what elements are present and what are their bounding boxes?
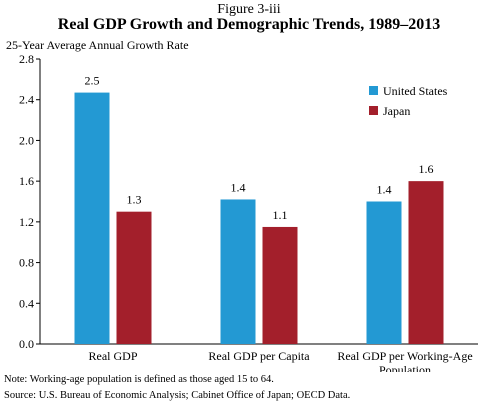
- data-label: 1.3: [127, 193, 142, 207]
- y-tick-label: 2.8: [19, 52, 34, 66]
- legend: United States Japan: [369, 84, 448, 118]
- y-tick-label: 0.0: [19, 337, 34, 351]
- chart-title: Real GDP Growth and Demographic Trends, …: [57, 16, 441, 33]
- y-tick-label: 0.8: [19, 256, 34, 270]
- x-tick-label: Real GDP: [89, 349, 138, 363]
- x-tick-label-line: Real GDP: [89, 349, 138, 363]
- data-label: 1.6: [419, 162, 434, 176]
- source-text: Source: U.S. Bureau of Economic Analysis…: [4, 390, 351, 401]
- bar: [408, 181, 444, 344]
- note-text: Note: Working-age population is defined …: [4, 374, 274, 385]
- bar: [366, 201, 402, 344]
- bar: [262, 226, 298, 344]
- x-tick-label-line: Real GDP per Capita: [208, 349, 310, 363]
- x-tick-label-line: Population: [379, 363, 431, 372]
- bar: [74, 92, 110, 344]
- data-label: 1.4: [377, 183, 392, 197]
- figure-label: Figure 3-iii: [217, 2, 281, 17]
- y-tick-label: 1.6: [19, 174, 34, 188]
- x-tick-label: Real GDP per Capita: [208, 349, 310, 363]
- bar-chart: 0.00.40.81.21.62.02.42.8 Real GDP Real GD…: [19, 52, 478, 372]
- bars-group: 2.5 1.3 1.4 1.1 1.4 1.6: [74, 74, 444, 344]
- legend-label: Japan: [383, 104, 410, 118]
- bar: [220, 199, 256, 344]
- x-tick-label: Real GDP per Working-Age Population: [337, 349, 472, 372]
- data-label: 1.1: [273, 208, 288, 222]
- legend-swatch: [369, 106, 378, 115]
- data-label: 2.5: [85, 74, 100, 88]
- x-tick-label-line: Real GDP per Working-Age: [337, 349, 472, 363]
- data-label: 1.4: [231, 180, 246, 194]
- y-tick-label: 2.4: [19, 93, 34, 107]
- y-tick-label: 2.0: [19, 133, 34, 147]
- legend-swatch: [369, 86, 378, 95]
- bar: [116, 211, 152, 344]
- legend-label: United States: [383, 84, 448, 98]
- y-tick-label: 1.2: [19, 215, 34, 229]
- x-axis: Real GDP Real GDP per Capita Real GDP per …: [40, 343, 478, 372]
- y-axis: 0.0 0.4 0.8 1.2 1.6 2.0 2.4 2.8: [19, 52, 41, 351]
- y-tick-label: 0.4: [19, 296, 34, 310]
- y-axis-label: 25-Year Average Annual Growth Rate: [6, 38, 189, 52]
